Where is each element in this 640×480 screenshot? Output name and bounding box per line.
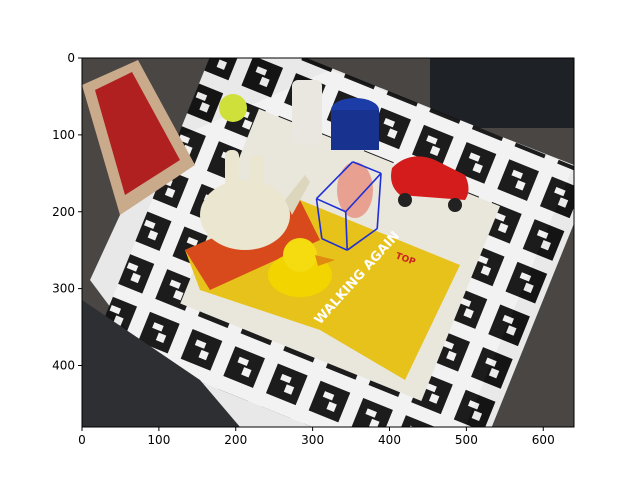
x-tick-label: 200 xyxy=(224,433,247,447)
y-tick-label: 400 xyxy=(52,359,75,373)
keyboard xyxy=(430,58,574,128)
x-axis: 0 100 200 300 400 500 600 xyxy=(78,427,555,447)
y-tick-label: 0 xyxy=(67,51,75,65)
overlay-box-edge xyxy=(344,211,349,251)
x-tick-label: 300 xyxy=(301,433,324,447)
toy-car xyxy=(391,156,469,200)
scene-image: WALKING AGAIN TOP xyxy=(82,58,574,427)
rubber-duck xyxy=(268,253,332,297)
pink-toy xyxy=(337,162,373,218)
overlay-box-edge xyxy=(316,197,347,213)
x-tick-label: 500 xyxy=(455,433,478,447)
x-tick-label: 400 xyxy=(378,433,401,447)
x-tick-label: 0 xyxy=(78,433,86,447)
y-tick-label: 300 xyxy=(52,282,75,296)
overlay-box-edge xyxy=(315,198,323,239)
overlay-box-edge xyxy=(345,172,382,213)
overlay-box xyxy=(315,161,382,251)
x-tick-label: 100 xyxy=(147,433,170,447)
tennis-ball xyxy=(219,94,247,122)
y-tick-label: 100 xyxy=(52,128,75,142)
overlay-box-edge xyxy=(352,161,382,175)
overlay-box-edge xyxy=(315,161,354,200)
axes-frame xyxy=(81,57,575,428)
watering-can xyxy=(200,180,290,250)
overlay-box-edge xyxy=(376,173,382,229)
y-tick-label: 200 xyxy=(52,205,75,219)
bottle xyxy=(292,80,322,145)
x-tick-label: 600 xyxy=(532,433,555,447)
desk-clutter xyxy=(82,300,240,427)
overlay-box-edge xyxy=(346,228,378,251)
y-axis: 0 100 200 300 400 xyxy=(52,51,82,373)
overlay-box-edge xyxy=(321,237,348,251)
